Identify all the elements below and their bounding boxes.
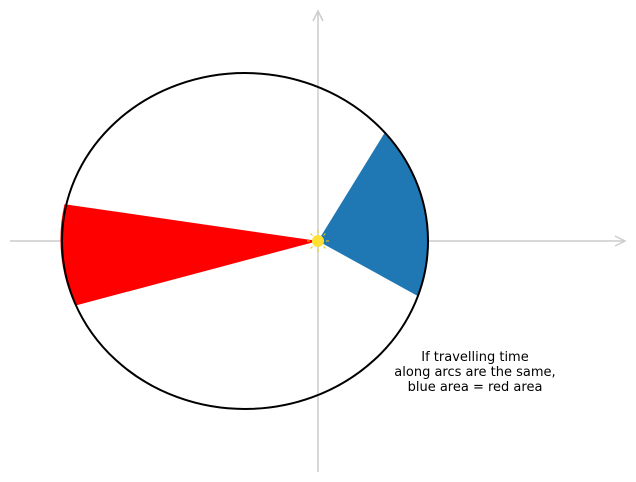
red-sector: [60, 204, 319, 306]
x-axis-arrowhead: [614, 235, 627, 247]
y-axis-arrowhead: [312, 9, 324, 22]
orbit-ellipse: [61, 72, 429, 410]
sun-icon: [307, 230, 329, 252]
explanation-line-2: along arcs are the same,: [394, 365, 556, 380]
blue-sector: [318, 133, 428, 297]
explanation-line-3: blue area = red area: [407, 380, 543, 395]
explanation-text: If travelling time along arcs are the sa…: [375, 350, 575, 395]
explanation-line-1: If travelling time: [421, 350, 529, 365]
